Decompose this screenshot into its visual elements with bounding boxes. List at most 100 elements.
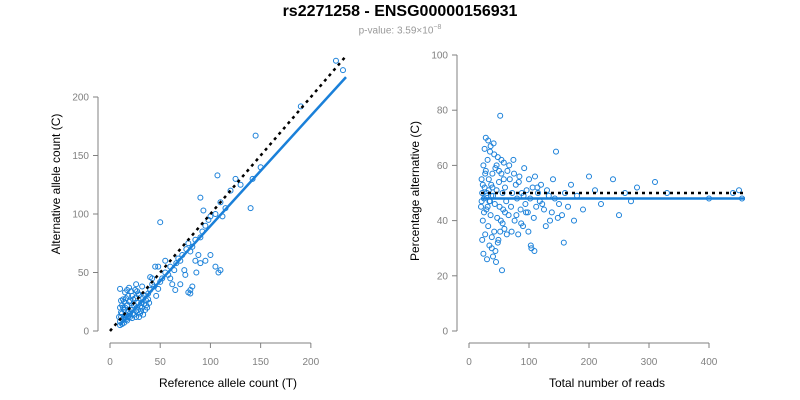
left-y-axis-title: Alternative allele count (C) [49, 114, 63, 255]
right-data-point [487, 212, 494, 219]
right-data-point [506, 176, 513, 183]
right-data-point [482, 170, 489, 177]
left-data-point [192, 257, 199, 264]
left-data-point [217, 199, 224, 206]
left-data-point [207, 251, 214, 258]
right-data-point [499, 190, 506, 196]
left-data-point [169, 281, 176, 288]
left-data-point [133, 281, 140, 288]
left-data-point [189, 283, 196, 290]
right-data-point [521, 165, 528, 172]
right-data-point [516, 173, 523, 180]
left-data-point [146, 299, 153, 306]
right-x-tick-label: 400 [701, 357, 718, 368]
right-data-point [491, 228, 498, 235]
right-data-point [539, 201, 546, 208]
right-data-point [652, 178, 658, 185]
right-data-point [500, 176, 507, 183]
right-data-point [485, 223, 492, 230]
right-data-point [736, 187, 742, 194]
right-data-point [478, 203, 484, 210]
right-data-point [533, 203, 540, 210]
right-data-point [488, 234, 495, 241]
right-data-point [480, 250, 487, 257]
left-data-point [197, 260, 204, 267]
right-x-tick-label: 0 [466, 357, 472, 368]
right-data-point [517, 206, 524, 213]
left-data-point [124, 287, 131, 294]
right-data-point [493, 259, 499, 265]
left-data-point [193, 269, 200, 276]
left-x-tick-label: 0 [107, 357, 113, 368]
right-x-axis-title: Total number of reads [549, 376, 665, 390]
left-y-tick-label: 100 [72, 210, 89, 221]
right-data-point [484, 203, 491, 210]
right-data-point [515, 231, 522, 238]
right-data-point [496, 178, 502, 185]
subtitle-exponent: −8 [433, 24, 442, 31]
right-data-point [550, 176, 556, 183]
right-data-point [490, 140, 497, 147]
left-y-tick-label: 150 [72, 151, 89, 162]
right-y-tick-label: 80 [437, 106, 449, 117]
right-data-point [502, 209, 508, 216]
left-reference-line [109, 55, 347, 332]
right-data-point [568, 181, 574, 188]
left-data-point [133, 313, 140, 320]
left-data-point [145, 296, 152, 303]
right-data-point [498, 156, 505, 163]
right-data-point [610, 176, 616, 183]
left-data-point [118, 297, 125, 304]
right-data-point [598, 201, 604, 208]
right-data-point [515, 178, 522, 185]
right-data-point [531, 247, 538, 254]
left-data-point [202, 257, 209, 264]
left-data-point [152, 263, 159, 270]
left-data-point [195, 251, 202, 258]
right-data-point [495, 236, 502, 243]
left-fit-line [119, 76, 347, 326]
left-data-point [139, 283, 146, 290]
left-data-point [217, 267, 224, 274]
right-data-point [489, 170, 496, 177]
right-x-tick-label: 300 [641, 357, 658, 368]
right-data-point [479, 217, 486, 224]
right-y-tick-label: 20 [437, 271, 449, 282]
left-data-point [252, 132, 259, 139]
right-data-point [511, 170, 517, 177]
left-data-point [155, 263, 162, 270]
right-data-point [484, 256, 490, 263]
right-data-point [491, 201, 498, 208]
left-y-tick-label: 50 [78, 268, 90, 279]
right-data-point [497, 112, 504, 119]
left-data-point [197, 234, 204, 241]
left-data-point [197, 194, 204, 201]
right-data-point [571, 217, 577, 224]
right-x-tick-label: 200 [581, 357, 598, 368]
left-data-point [134, 288, 141, 295]
right-data-point [511, 217, 518, 224]
right-data-point [478, 176, 485, 183]
right-data-point [534, 184, 541, 191]
right-data-point [482, 167, 489, 174]
left-data-point [157, 219, 164, 226]
right-data-point [482, 231, 489, 238]
right-data-point [523, 209, 529, 216]
left-data-point [162, 257, 169, 264]
right-data-point [553, 148, 559, 155]
left-data-point [159, 275, 166, 282]
right-data-point [559, 212, 565, 219]
right-data-point [616, 212, 622, 219]
left-y-tick-label: 0 [83, 327, 89, 338]
right-data-point [512, 181, 519, 188]
right-data-point [508, 228, 515, 235]
right-data-point [518, 220, 525, 227]
right-data-point [491, 151, 498, 158]
left-data-point [130, 296, 137, 303]
left-data-point [172, 287, 179, 294]
right-data-point [524, 209, 531, 216]
right-data-point [489, 184, 496, 191]
right-data-point [496, 167, 502, 174]
right-data-point [556, 201, 562, 208]
right-data-point [487, 148, 493, 155]
